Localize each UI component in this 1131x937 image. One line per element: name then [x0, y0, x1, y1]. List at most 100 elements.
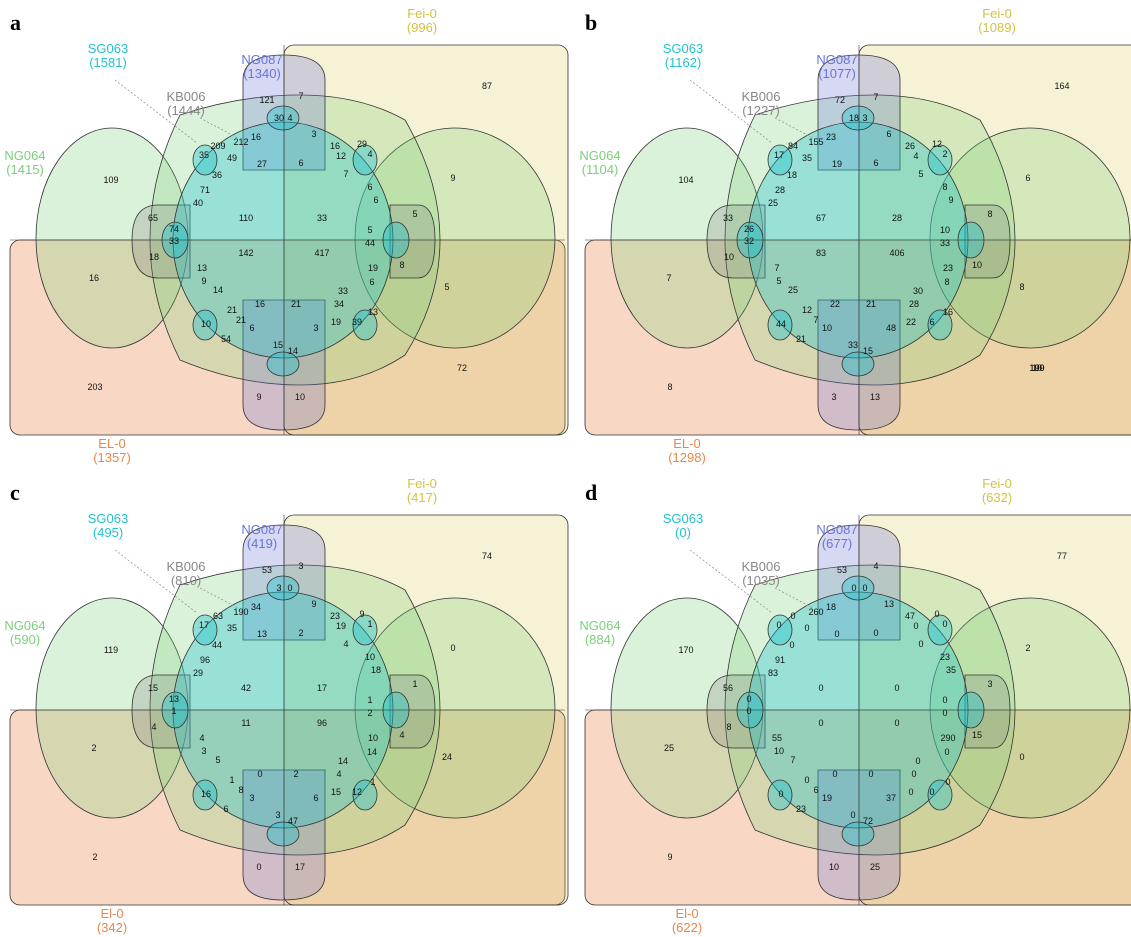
region-count: 3 — [831, 392, 836, 402]
region-count: 5 — [444, 282, 449, 292]
region-count: 44 — [365, 238, 375, 248]
region-count: 209 — [210, 141, 225, 151]
region-count: 5 — [367, 225, 372, 235]
region-count: 72 — [863, 816, 873, 826]
region-count: 290 — [940, 733, 955, 743]
region-count: 9 — [256, 392, 261, 402]
region-count: 4 — [913, 151, 918, 161]
region-count: 0 — [944, 747, 949, 757]
region-count: 9 — [450, 173, 455, 183]
set-label-el-total: (1298) — [668, 450, 706, 465]
panel-letter: d — [585, 480, 597, 505]
region-count: 19 — [822, 793, 832, 803]
region-count: 0 — [287, 583, 292, 593]
region-count: 1 — [367, 619, 372, 629]
region-count: 15 — [863, 346, 873, 356]
region-count: 65 — [148, 213, 158, 223]
region-count: 1 — [370, 777, 375, 787]
region-count: 91 — [775, 655, 785, 665]
set-label-sg063-name: SG063 — [88, 511, 128, 526]
region-count: 3 — [275, 810, 280, 820]
set-label-sg063-total: (1581) — [89, 55, 127, 70]
region-count: 35 — [227, 623, 237, 633]
set-label-ng064-total: (590) — [10, 632, 40, 647]
region-count: 9 — [948, 195, 953, 205]
region-count: 0 — [818, 683, 823, 693]
region-count: 33 — [338, 286, 348, 296]
region-count: 7 — [790, 755, 795, 765]
venn-shapes — [584, 44, 1131, 436]
region-count: 0 — [913, 621, 918, 631]
region-count: 16 — [201, 789, 211, 799]
region-count: 9 — [1034, 363, 1039, 373]
region-count: 33 — [940, 238, 950, 248]
region-count: 53 — [262, 565, 272, 575]
region-count: 0 — [256, 862, 261, 872]
region-count: 4 — [873, 561, 878, 571]
set-label-fei-total: (417) — [407, 490, 437, 505]
region-count: 2 — [92, 852, 97, 862]
region-count: 21 — [227, 305, 237, 315]
region-count: 10 — [822, 323, 832, 333]
set-label-ng087-total: (419) — [247, 536, 277, 551]
region-count: 74 — [482, 551, 492, 561]
region-count: 19 — [832, 159, 842, 169]
venn-shapes — [9, 514, 569, 906]
region-count: 13 — [197, 263, 207, 273]
region-count: 16 — [943, 307, 953, 317]
set-label-ng064-total: (1104) — [582, 162, 619, 177]
region-count: 8 — [726, 722, 731, 732]
region-count: 29 — [193, 668, 203, 678]
region-count: 2 — [91, 743, 96, 753]
region-count: 10 — [724, 252, 734, 262]
region-count: 16 — [89, 273, 99, 283]
set-label-kb006-total: (1227) — [742, 103, 780, 118]
venn-panel-c: c Fei-0(417) NG087(419) SG063(495) KB006(810… — [4, 476, 569, 935]
region-count: 48 — [886, 323, 896, 333]
region-count: 406 — [889, 248, 904, 258]
region-count: 21 — [236, 315, 246, 325]
region-count: 17 — [295, 862, 305, 872]
region-count: 6 — [298, 158, 303, 168]
region-count: 15 — [331, 787, 341, 797]
set-label-kb006-total: (1444) — [167, 103, 205, 118]
region-count: 1 — [367, 695, 372, 705]
region-count: 0 — [945, 777, 950, 787]
region-count: 28 — [909, 299, 919, 309]
region-count: 190 — [1029, 363, 1044, 373]
region-count: 84 — [788, 141, 798, 151]
region-count: 17 — [199, 620, 209, 630]
region-count: 0 — [868, 769, 873, 779]
region-count: 28 — [775, 185, 785, 195]
region-count: 6 — [313, 793, 318, 803]
region-count: 33 — [723, 213, 733, 223]
region-count: 15 — [972, 730, 982, 740]
set-label-ng087-name: NG087 — [241, 522, 282, 537]
region-count: 55 — [772, 733, 782, 743]
region-count: 23 — [330, 611, 340, 621]
region-count: 74 — [169, 224, 179, 234]
set-label-kb006-name: KB006 — [166, 559, 205, 574]
region-count: 8 — [944, 277, 949, 287]
region-count: 109 — [103, 175, 118, 185]
region-count: 0 — [894, 683, 899, 693]
set-label-ng064-name: NG064 — [4, 618, 45, 633]
region-count: 0 — [934, 609, 939, 619]
region-count: 0 — [450, 643, 455, 653]
region-count: 9 — [667, 852, 672, 862]
region-count: 34 — [251, 602, 261, 612]
region-count: 72 — [835, 95, 845, 105]
set-label-ng087-name: NG087 — [816, 52, 857, 67]
region-count: 10 — [774, 746, 784, 756]
region-count: 33 — [169, 236, 179, 246]
region-count: 104 — [678, 175, 693, 185]
region-count: 203 — [87, 382, 102, 392]
region-count: 12 — [802, 305, 812, 315]
region-count: 6 — [813, 785, 818, 795]
region-count: 0 — [776, 620, 781, 630]
region-count: 10 — [940, 225, 950, 235]
region-count: 25 — [768, 198, 778, 208]
region-count: 0 — [862, 583, 867, 593]
region-count: 6 — [873, 158, 878, 168]
